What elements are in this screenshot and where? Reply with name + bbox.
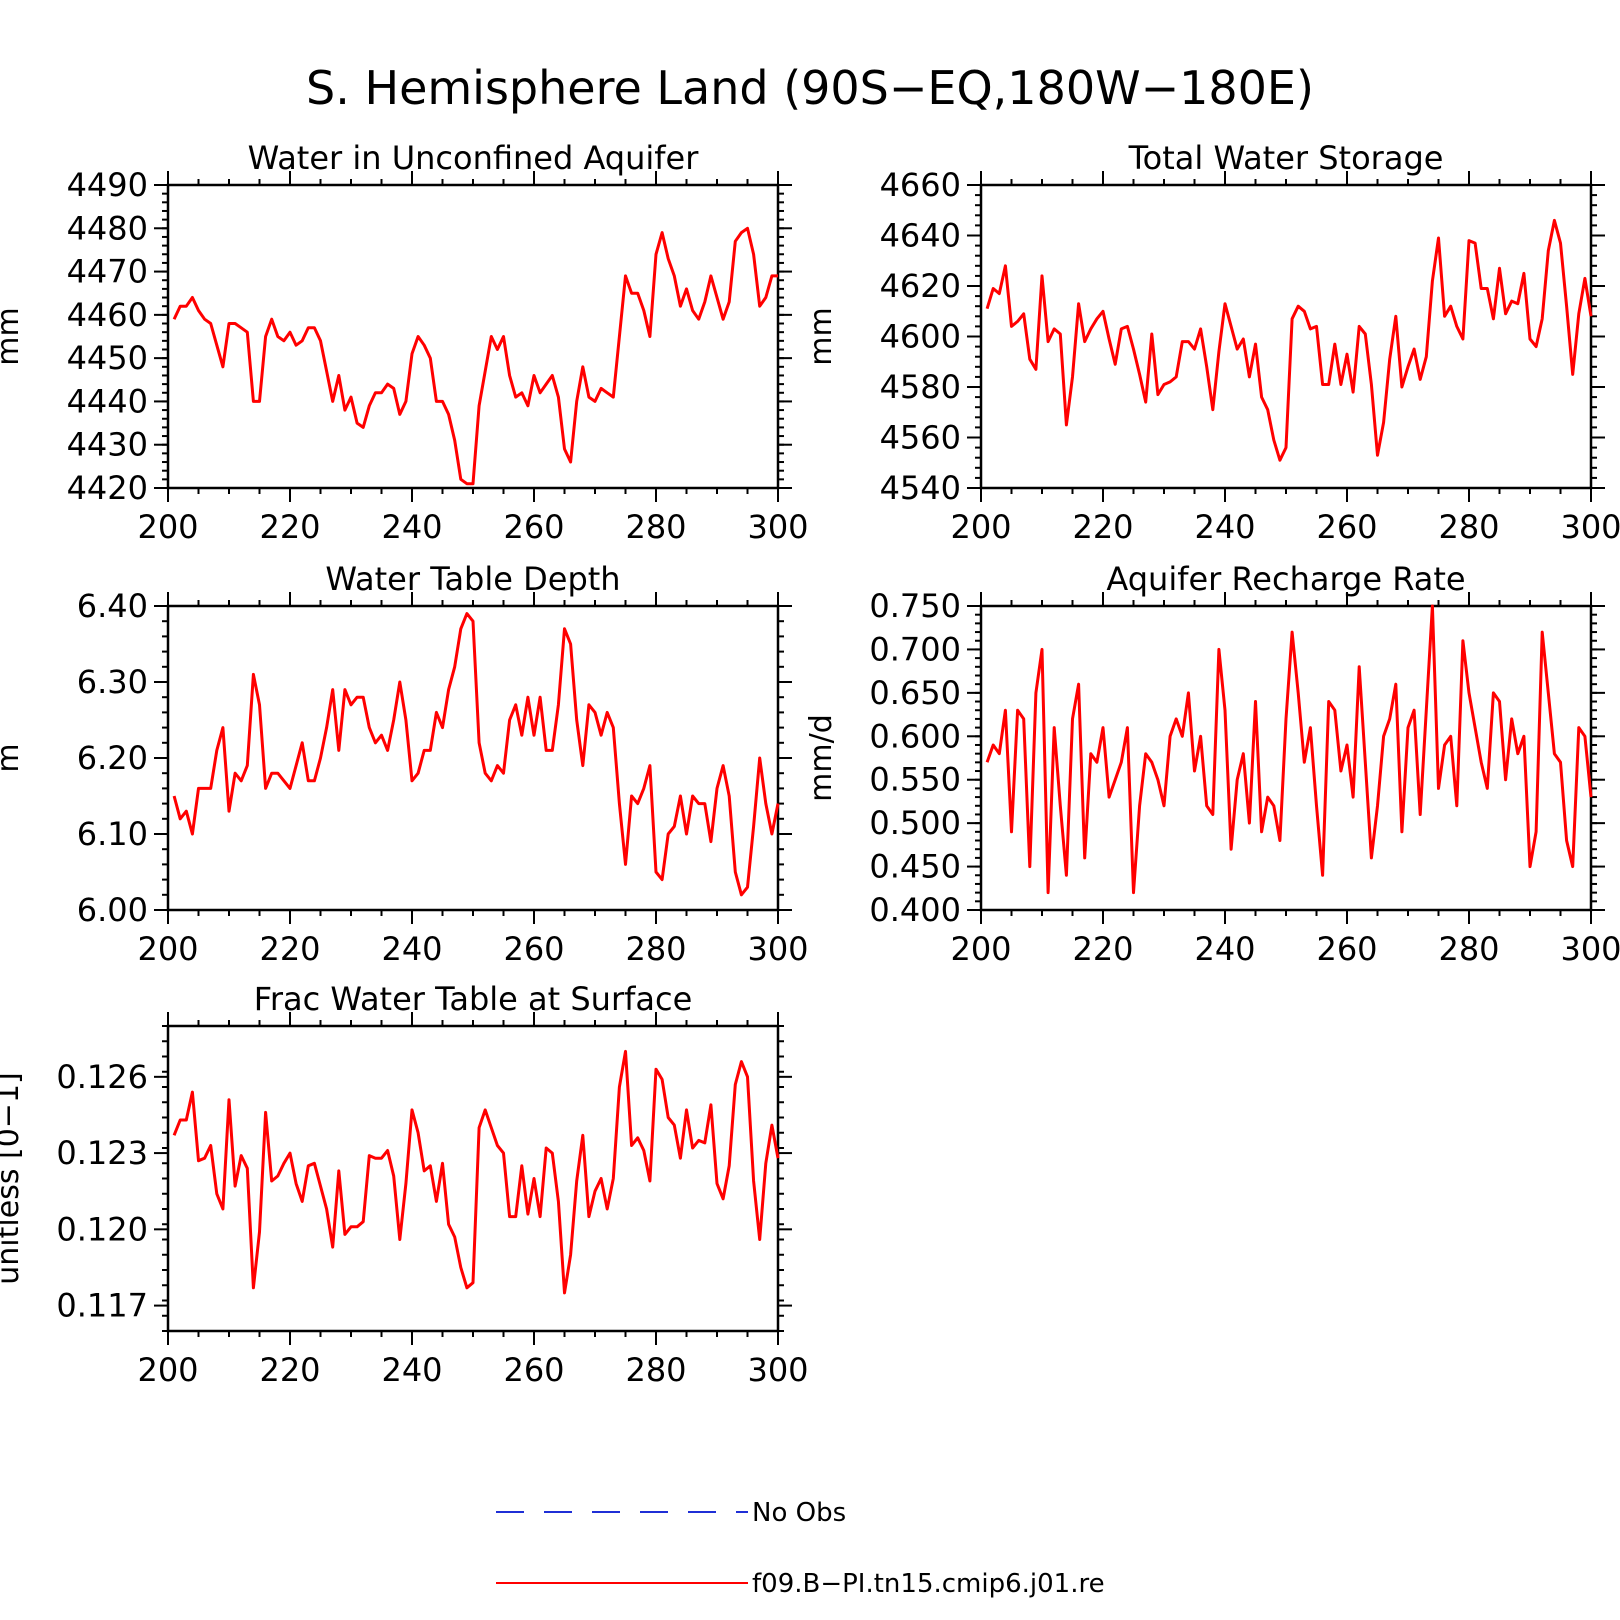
y-tick-label: 4450: [67, 339, 148, 377]
y-tick-label: 4620: [880, 267, 961, 305]
page-title: S. Hemisphere Land (90S−EQ,180W−180E): [306, 61, 1314, 115]
x-tick-label: 280: [1438, 508, 1499, 546]
x-tick-label: 200: [137, 1351, 198, 1389]
chart-panel-1: Water in Unconfined Aquifer mm 200 220 240 26…: [0, 139, 809, 546]
x-tick-label: 260: [503, 508, 564, 546]
y-axis-label: mm: [804, 307, 839, 365]
series-line: [172, 1049, 780, 1295]
y-axis-label: m: [0, 743, 26, 772]
x-tick-label: 300: [747, 930, 808, 968]
y-tick-label: 4540: [880, 469, 961, 507]
y-tick-label: 0.126: [56, 1058, 148, 1096]
y-tick-label: 0.650: [869, 674, 961, 712]
series-line: [985, 604, 1593, 895]
chart-title: Water Table Depth: [325, 560, 620, 598]
plot-frame: [166, 604, 780, 912]
legend-label-no-obs: No Obs: [752, 1498, 846, 1528]
y-tick-label: 6.20: [77, 739, 148, 777]
y-tick-label: 4490: [67, 166, 148, 204]
x-tick-label: 200: [137, 930, 198, 968]
x-tick-label: 280: [625, 1351, 686, 1389]
series-line: [172, 226, 778, 486]
y-tick-label: 4420: [67, 469, 148, 507]
y-tick-label: 0.500: [869, 804, 961, 842]
legend-label-model: f09.B−PI.tn15.cmip6.j01.re: [752, 1569, 1105, 1599]
x-tick-label: 200: [137, 508, 198, 546]
x-tick-label: 240: [381, 930, 442, 968]
plot-frame: [979, 604, 1593, 912]
chart-panel-5: Frac Water Table at Surface unitless [0−1…: [0, 980, 809, 1389]
x-tick-label: 300: [1560, 930, 1620, 968]
y-tick-label: 4430: [67, 426, 148, 464]
chart-title: Aquifer Recharge Rate: [1106, 560, 1465, 598]
x-tick-label: 240: [1194, 930, 1255, 968]
x-tick-label: 220: [1072, 930, 1133, 968]
plot-frame: [166, 1024, 780, 1333]
plot-frame: [979, 183, 1593, 490]
y-axis-label: mm: [0, 307, 26, 365]
x-tick-label: 240: [381, 508, 442, 546]
y-tick-label: 6.30: [77, 663, 148, 701]
y-tick-label: 0.700: [869, 630, 961, 668]
x-tick-label: 260: [503, 1351, 564, 1389]
x-tick-label: 280: [625, 508, 686, 546]
plot-frame: [166, 183, 780, 490]
y-tick-label: 4480: [67, 209, 148, 247]
series-line: [985, 218, 1593, 462]
y-axis-label: mm/d: [804, 714, 839, 802]
x-tick-label: 260: [503, 930, 564, 968]
x-tick-label: 300: [1560, 508, 1620, 546]
chart-panel-2: Total Water Storage mm 200 220 240 260 280 300 4…: [804, 139, 1620, 546]
x-tick-label: 220: [259, 508, 320, 546]
y-tick-label: 6.40: [77, 587, 148, 625]
x-tick-label: 220: [259, 1351, 320, 1389]
x-tick-label: 260: [1316, 508, 1377, 546]
series-line: [172, 612, 780, 897]
y-tick-label: 4640: [880, 217, 961, 255]
chart-panel-3: Water Table Depth m 200 220 240 260 280 300 6.00…: [0, 560, 809, 968]
x-tick-label: 260: [1316, 930, 1377, 968]
y-tick-label: 4660: [880, 166, 961, 204]
chart-title: Water in Unconfined Aquifer: [248, 139, 700, 177]
y-axis-label: unitless [0−1]: [0, 1072, 26, 1284]
x-tick-label: 280: [625, 930, 686, 968]
y-tick-label: 0.750: [869, 587, 961, 625]
y-tick-label: 0.120: [56, 1210, 148, 1248]
y-tick-label: 0.117: [56, 1287, 148, 1325]
chart-panel-4: Aquifer Recharge Rate mm/d 200 220 240 260 280…: [804, 560, 1620, 968]
x-tick-label: 240: [1194, 508, 1255, 546]
x-tick-label: 200: [950, 930, 1011, 968]
y-tick-label: 0.450: [869, 848, 961, 886]
panels: Water in Unconfined Aquifer mm 200 220 240 26…: [0, 139, 1620, 1389]
y-tick-label: 0.550: [869, 761, 961, 799]
legend: No Obs f09.B−PI.tn15.cmip6.j01.re: [496, 1498, 1105, 1599]
chart-title: Total Water Storage: [1128, 139, 1444, 177]
x-tick-label: 280: [1438, 930, 1499, 968]
x-tick-label: 240: [381, 1351, 442, 1389]
y-tick-label: 6.10: [77, 815, 148, 853]
x-tick-label: 300: [747, 508, 808, 546]
y-tick-label: 4440: [67, 382, 148, 420]
y-tick-label: 0.400: [869, 891, 961, 929]
y-tick-label: 4470: [67, 253, 148, 291]
y-tick-label: 4460: [67, 296, 148, 334]
y-tick-label: 4580: [880, 368, 961, 406]
x-tick-label: 300: [747, 1351, 808, 1389]
x-tick-label: 200: [950, 508, 1011, 546]
y-tick-label: 0.600: [869, 717, 961, 755]
x-tick-label: 220: [1072, 508, 1133, 546]
chart-title: Frac Water Table at Surface: [254, 980, 693, 1018]
y-tick-label: 4560: [880, 419, 961, 457]
y-tick-label: 6.00: [77, 891, 148, 929]
x-tick-label: 220: [259, 930, 320, 968]
y-tick-label: 0.123: [56, 1134, 148, 1172]
y-tick-label: 4600: [880, 318, 961, 356]
